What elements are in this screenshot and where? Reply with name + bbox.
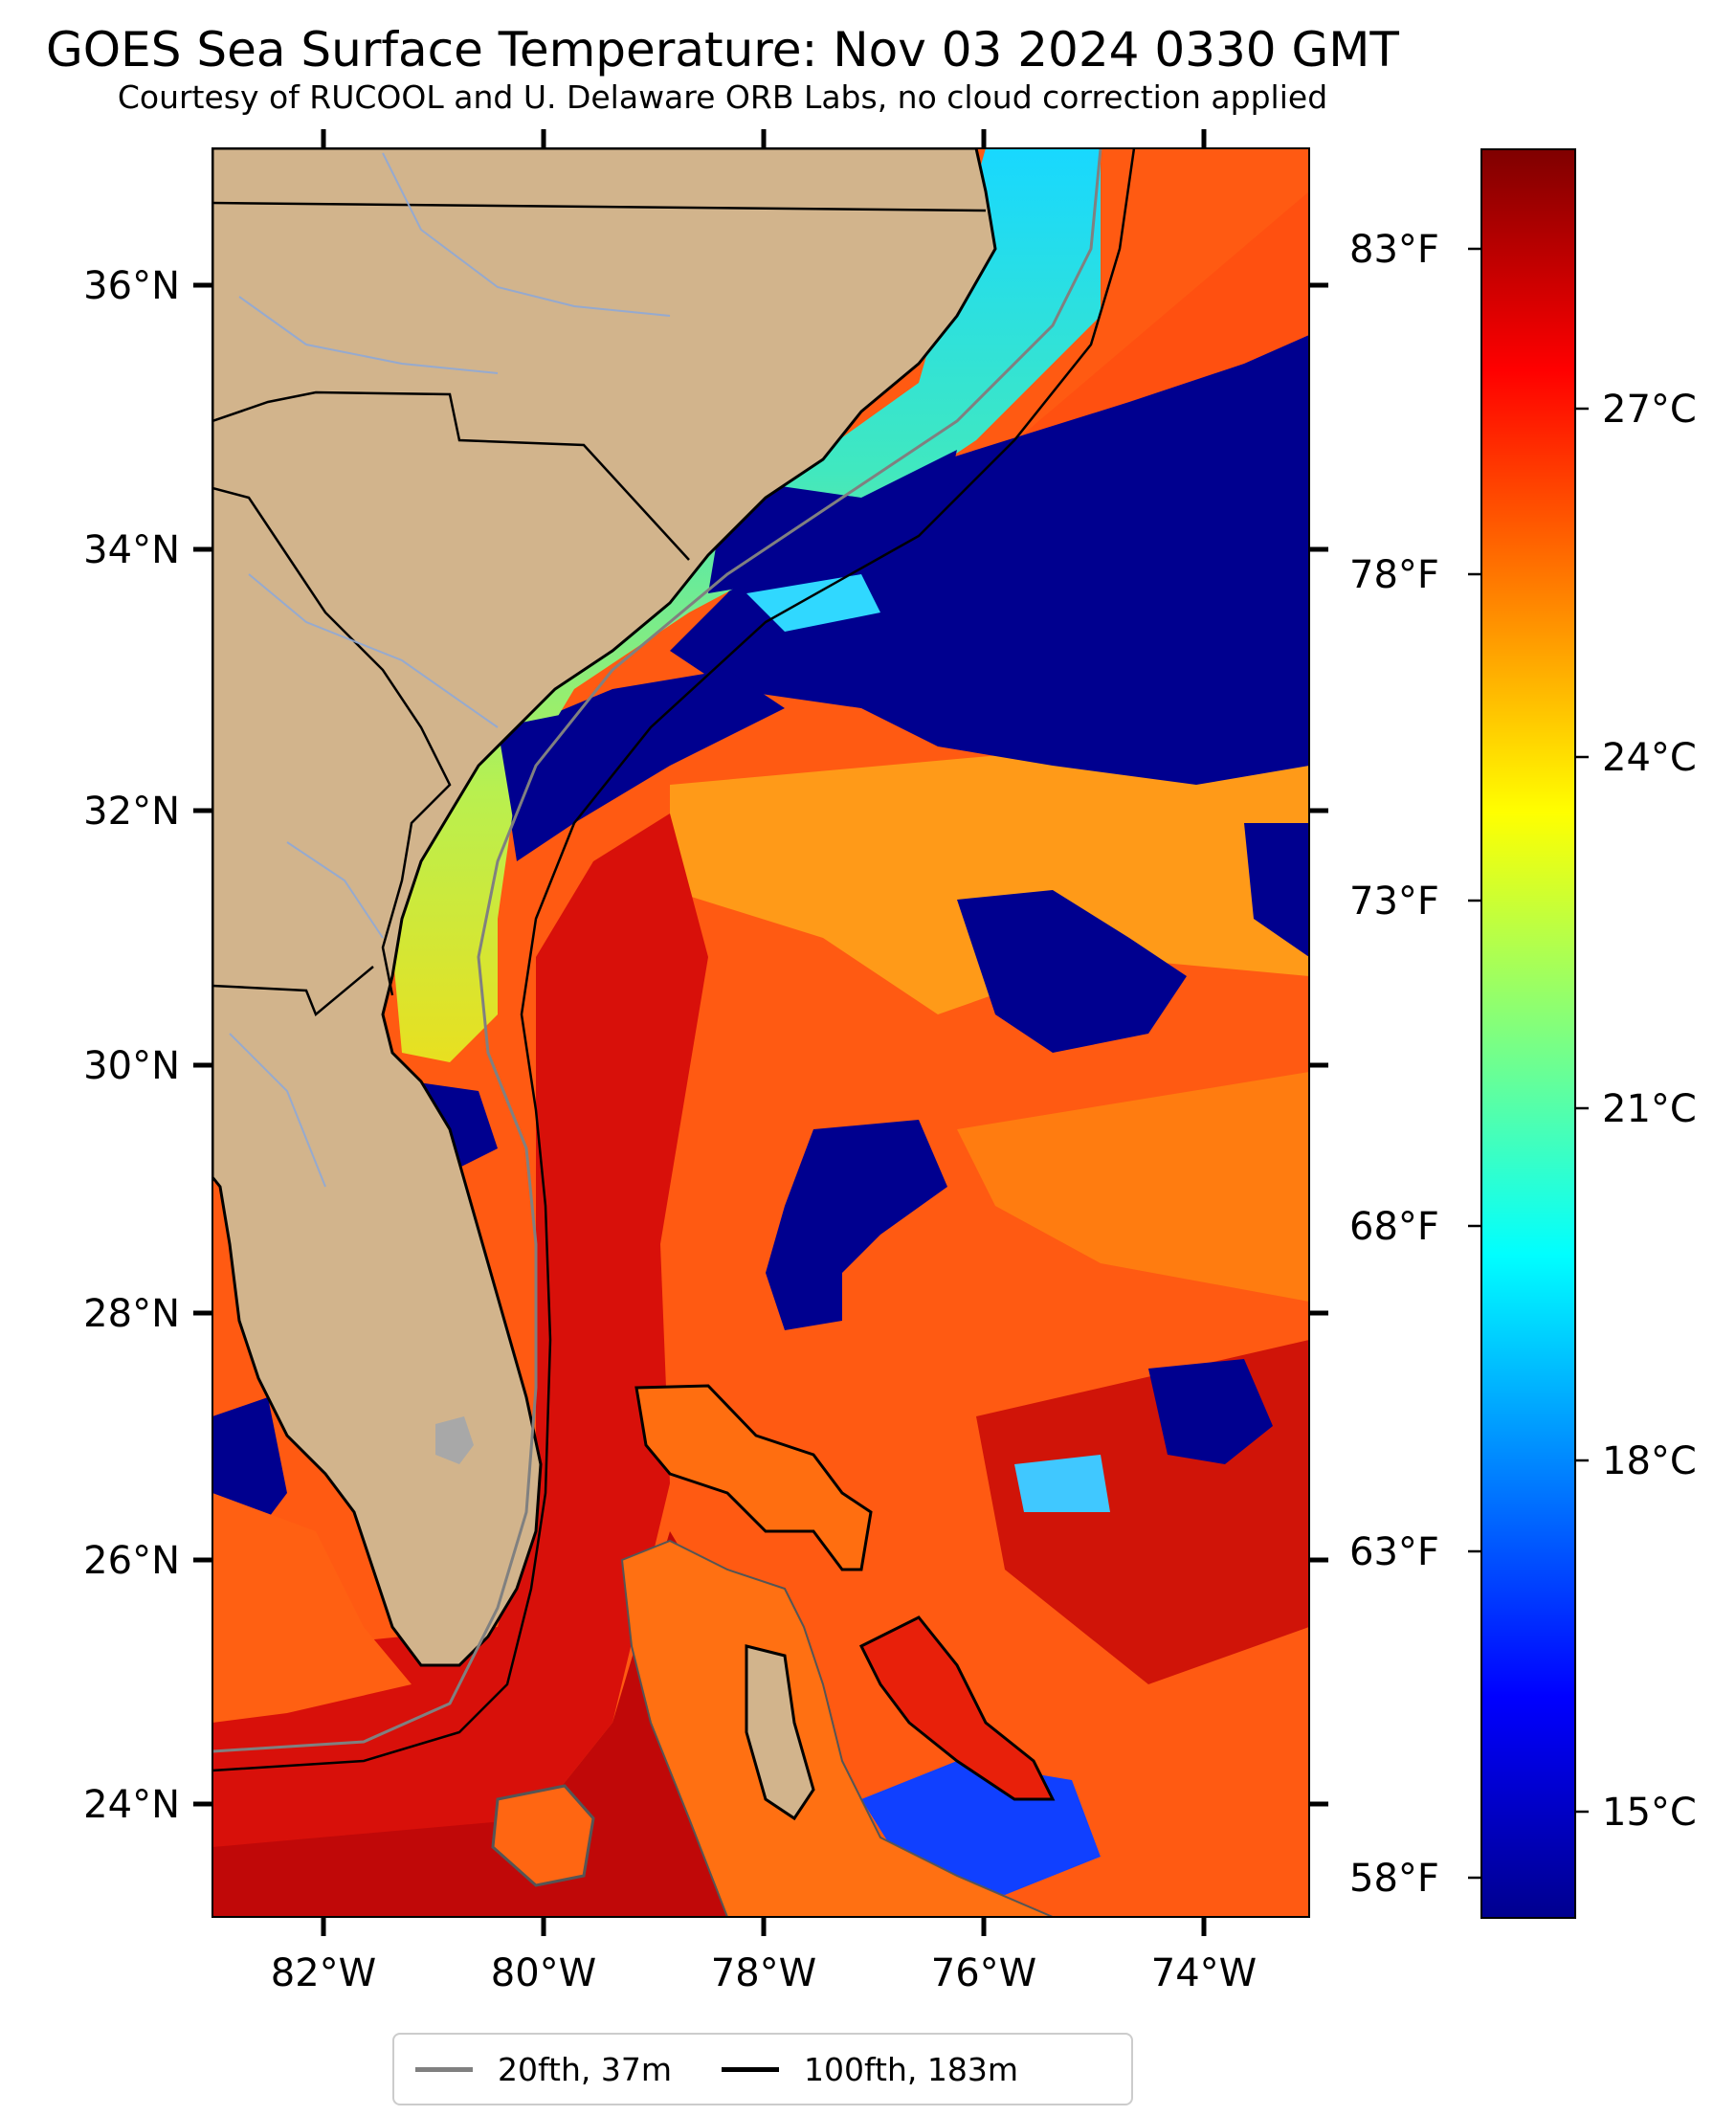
- cloud-mask: [1244, 823, 1309, 957]
- celsius-label-15: 15°C: [1602, 1791, 1697, 1835]
- legend-item-20fth: 20fth, 37m: [415, 2051, 672, 2088]
- fahrenheit-label-58: 58°F: [1349, 1857, 1439, 1901]
- gulf-stream-core: [212, 813, 708, 1876]
- legend-swatch-black-line: [722, 2066, 779, 2072]
- lat-major-ticks: [193, 282, 1328, 1807]
- fahrenheit-label-73: 73°F: [1349, 880, 1439, 924]
- lat-label-34: 34°N: [83, 528, 180, 572]
- fahrenheit-label-78: 78°F: [1349, 553, 1439, 597]
- legend-swatch-gray-line: [415, 2066, 473, 2072]
- map-title: GOES Sea Surface Temperature: Nov 03 202…: [46, 22, 1399, 78]
- fahrenheit-label-68: 68°F: [1349, 1205, 1439, 1249]
- orange-water-patch: [670, 727, 1309, 1014]
- celsius-label-27: 27°C: [1602, 388, 1697, 432]
- isobath-20fth: [212, 148, 1102, 1753]
- bahamas-islands-east: [858, 1615, 1056, 1801]
- cold-nearshore-band: [498, 708, 593, 842]
- lat-label-28: 28°N: [83, 1292, 180, 1336]
- lat-label-32: 32°N: [83, 790, 180, 834]
- fahrenheit-label-63: 63°F: [1349, 1530, 1439, 1574]
- lon-label-74: 74°W: [1151, 1951, 1257, 1995]
- colorbar: [1480, 148, 1576, 1919]
- legend-label: 20fth, 37m: [498, 2050, 672, 2088]
- fahrenheit-label-83: 83°F: [1349, 228, 1439, 272]
- cay-sal-bank: [491, 1784, 595, 1887]
- rivers: [229, 152, 671, 1188]
- lon-major-ticks: [321, 129, 1207, 1936]
- lon-label-82: 82°W: [271, 1951, 376, 1995]
- lon-label-80: 80°W: [491, 1951, 596, 1995]
- southeast-us-land: [212, 148, 997, 1667]
- cloud-mask: [670, 335, 1309, 785]
- map-frame: [211, 147, 1310, 1918]
- cloud-mask: [957, 890, 1187, 1053]
- lat-label-30: 30°N: [83, 1044, 180, 1088]
- lon-label-76: 76°W: [931, 1951, 1036, 1995]
- lat-label-36: 36°N: [83, 264, 180, 308]
- little-bahama-bank: [634, 1384, 873, 1571]
- state-borders: [212, 201, 987, 1017]
- continental-shelf-water: [392, 148, 1101, 1062]
- cloud-mask: [1148, 1359, 1273, 1464]
- celsius-label-24: 24°C: [1602, 736, 1697, 780]
- map-area[interactable]: [212, 148, 1309, 1917]
- lake-okeechobee: [435, 1416, 474, 1464]
- orange-water-patch: [957, 1072, 1309, 1302]
- celsius-ticks: [1575, 407, 1589, 1814]
- isobath-100fth: [212, 148, 1136, 1772]
- cloud-mask: [212, 1397, 287, 1531]
- lat-label-26: 26°N: [83, 1539, 180, 1583]
- legend-label: 100fth, 183m: [804, 2050, 1018, 2088]
- legend-item-100fth: 100fth, 183m: [722, 2051, 1018, 2088]
- cloud-mask: [766, 1120, 947, 1330]
- isobath-legend: 20fth, 37m 100fth, 183m: [392, 2033, 1133, 2105]
- great-bahama-bank: [620, 1539, 1054, 1917]
- map-subtitle: Courtesy of RUCOOL and U. Delaware ORB L…: [117, 78, 1328, 116]
- gulf-stream-core: [212, 1531, 766, 1917]
- andros-island: [745, 1644, 815, 1821]
- lon-label-78: 78°W: [711, 1951, 816, 1995]
- celsius-label-18: 18°C: [1602, 1439, 1697, 1483]
- cyan-edge-clouds: [1014, 1455, 1110, 1512]
- celsius-label-21: 21°C: [1602, 1087, 1697, 1131]
- cyan-edge-clouds: [746, 574, 880, 632]
- lat-label-24: 24°N: [83, 1783, 180, 1827]
- fahrenheit-ticks: [1468, 247, 1481, 1880]
- florida-keys-shelf: [212, 1493, 412, 1723]
